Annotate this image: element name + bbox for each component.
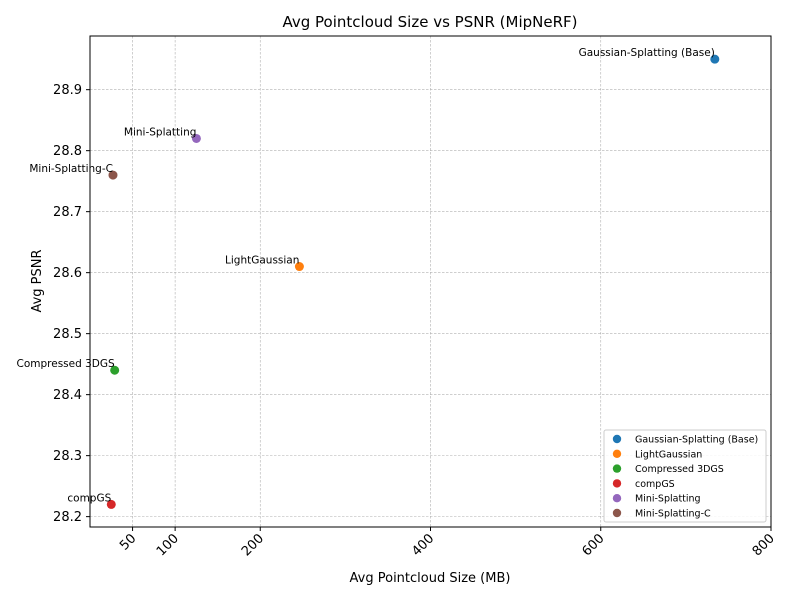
legend: Gaussian-Splatting (Base) LightGaussian Co… (603, 429, 767, 523)
data-point (106, 499, 116, 509)
legend-label: Compressed 3DGS (635, 464, 724, 475)
legend-label: compGS (635, 479, 675, 490)
legend-marker (612, 494, 622, 503)
legend-marker (612, 464, 622, 473)
y-tick-label: 28.3 (53, 449, 82, 464)
legend-marker (612, 479, 622, 488)
x-axis-title: Avg Pointcloud Size (MB) (350, 571, 511, 586)
legend-marker (612, 449, 622, 458)
point-label: Compressed 3DGS (17, 358, 116, 370)
y-axis-title: Avg PSNR (30, 249, 45, 312)
data-point (108, 170, 118, 180)
point-label: Mini-Splatting-C (29, 163, 113, 175)
data-point (294, 262, 304, 272)
y-tick-label: 28.2 (53, 510, 82, 525)
data-point (110, 365, 120, 375)
point-label: LightGaussian (225, 255, 299, 267)
legend-label: Mini-Splatting (635, 494, 701, 505)
legend-marker (612, 434, 622, 444)
legend-box (603, 429, 767, 523)
y-tick-label: 28.7 (53, 205, 82, 220)
legend-label: LightGaussian (635, 449, 702, 460)
y-tick-label: 28.4 (53, 388, 82, 403)
point-label: Mini-Splatting (124, 126, 197, 138)
chart-title: Avg Pointcloud Size vs PSNR (MipNeRF) (282, 13, 577, 31)
data-point (710, 54, 720, 64)
legend-marker (612, 508, 622, 518)
data-point (191, 133, 201, 143)
legend-label: Mini-Splatting-C (635, 509, 711, 520)
point-label: Gaussian-Splatting (Base) (579, 47, 715, 59)
legend-label: Gaussian-Splatting (Base) (635, 435, 758, 446)
point-label: compGS (67, 492, 111, 504)
y-tick-label: 28.9 (53, 83, 82, 98)
y-tick-label: 28.6 (53, 266, 82, 281)
y-tick-label: 28.5 (53, 327, 82, 342)
y-tick-label: 28.8 (53, 144, 82, 159)
grid (90, 36, 772, 527)
data-points: Gaussian-Splatting (Base) LightGaussian Co… (17, 47, 720, 509)
